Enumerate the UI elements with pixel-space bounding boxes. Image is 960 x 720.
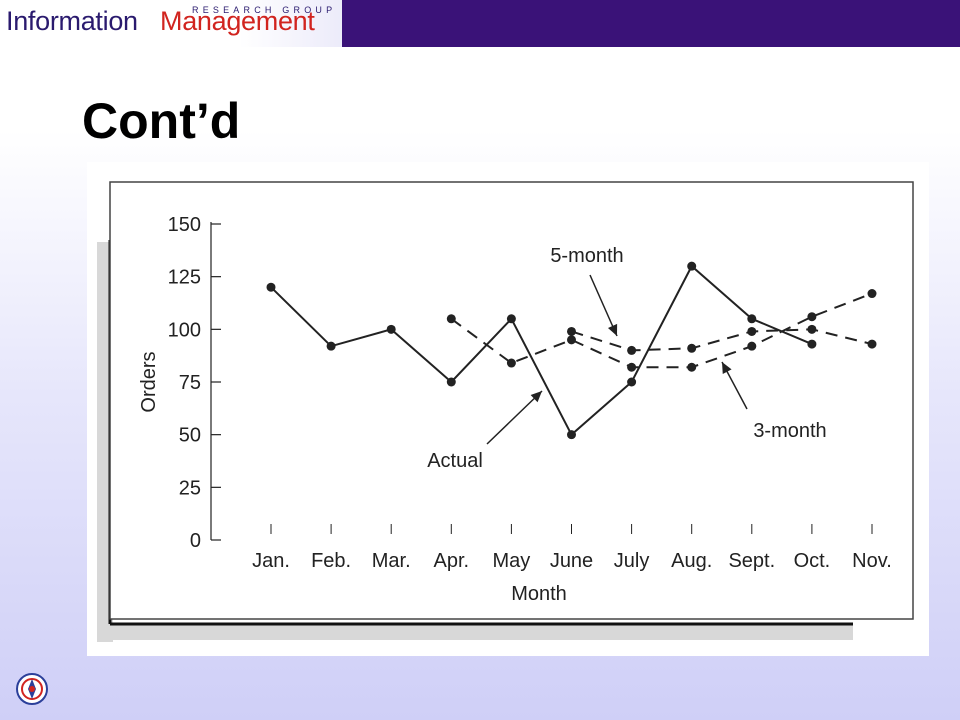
y-axis-label: Orders bbox=[138, 351, 160, 412]
page-shadow-bottom bbox=[101, 624, 853, 640]
slide-title: Cont’d bbox=[82, 93, 241, 149]
x-tick-label: Oct. bbox=[794, 550, 831, 572]
chart-frame bbox=[109, 181, 914, 620]
data-point bbox=[627, 362, 637, 372]
data-point bbox=[567, 335, 576, 345]
brand-logo: Information Management RESEARCH GROUP bbox=[0, 0, 342, 47]
y-tick-label: 125 bbox=[168, 267, 201, 289]
y-tick-label: 0 bbox=[190, 530, 201, 552]
x-tick-label: Sept. bbox=[728, 550, 775, 572]
chart-figure: 0 25 50 75 100 125 150 Orders Jan. Feb. Mar. Apr. Ma… bbox=[87, 162, 929, 656]
y-tick-label: 150 bbox=[168, 214, 201, 236]
x-tick-label: June bbox=[550, 550, 593, 572]
annotation-arrowhead bbox=[607, 323, 618, 336]
annotation-arrow bbox=[589, 274, 618, 337]
y-tick-label: 50 bbox=[179, 425, 201, 447]
data-point bbox=[446, 314, 456, 324]
data-point bbox=[747, 341, 757, 351]
x-tick-label: Mar. bbox=[372, 550, 411, 572]
data-point bbox=[747, 314, 757, 324]
data-point bbox=[687, 362, 697, 372]
x-tick-label: July bbox=[614, 550, 650, 572]
data-point bbox=[627, 345, 637, 355]
annotation-5-month: 5-month bbox=[550, 245, 623, 267]
x-axis-label: Month bbox=[511, 583, 567, 605]
data-point bbox=[567, 430, 576, 440]
series-line-actual bbox=[270, 264, 813, 437]
data-point bbox=[687, 343, 697, 353]
data-point bbox=[747, 326, 757, 336]
data-point bbox=[326, 341, 336, 351]
brand-secondary: Management bbox=[160, 6, 315, 36]
y-tick-label: 75 bbox=[179, 372, 201, 394]
brand-primary: Information bbox=[6, 6, 138, 36]
annotation-arrowhead bbox=[530, 391, 542, 403]
brand-tagline: RESEARCH GROUP bbox=[192, 5, 337, 15]
data-point bbox=[386, 324, 396, 334]
data-point bbox=[627, 377, 637, 387]
y-tick-label: 25 bbox=[179, 477, 201, 499]
data-point bbox=[506, 358, 516, 368]
forecast-chart: 0 25 50 75 100 125 150 Orders Jan. Feb. Mar. Apr. Ma… bbox=[97, 181, 914, 642]
university-crest-icon bbox=[14, 672, 50, 706]
data-point bbox=[506, 314, 516, 324]
annotation-3-month: 3-month bbox=[753, 420, 826, 442]
annotation-actual: Actual bbox=[427, 450, 483, 472]
data-point bbox=[867, 289, 877, 299]
annotation-arrowhead bbox=[722, 362, 732, 375]
x-tick-label: Feb. bbox=[311, 550, 351, 572]
data-point bbox=[807, 324, 817, 334]
y-tick-label: 100 bbox=[168, 319, 201, 341]
x-tick-label: Aug. bbox=[671, 550, 712, 572]
data-point bbox=[867, 339, 877, 349]
data-point bbox=[446, 377, 456, 387]
data-point bbox=[807, 312, 817, 322]
data-point bbox=[266, 282, 276, 292]
x-tick-label: Apr. bbox=[434, 550, 470, 572]
x-tick-label: Nov. bbox=[852, 550, 892, 572]
data-point bbox=[807, 339, 817, 349]
series-line-3-month bbox=[450, 292, 873, 369]
data-point bbox=[567, 326, 576, 336]
x-tick-label: May bbox=[493, 550, 531, 572]
data-point bbox=[687, 261, 697, 271]
annotation-arrow bbox=[486, 390, 543, 445]
x-tick-label: Jan. bbox=[252, 550, 290, 572]
